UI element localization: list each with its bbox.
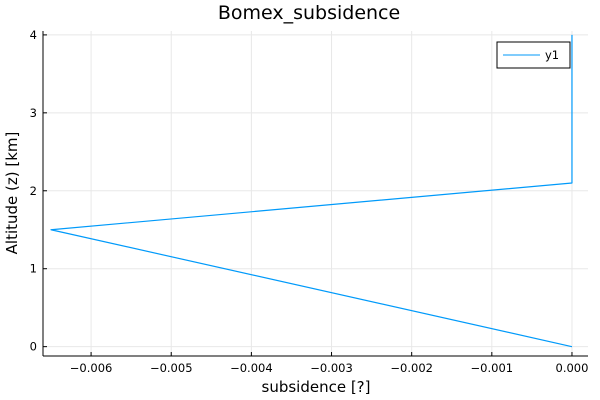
y-tick-label: 1 (30, 262, 37, 276)
y-axis-label: Altitude (z) [km] (3, 132, 21, 255)
grid (43, 31, 588, 356)
x-tick-label: −0.003 (310, 361, 353, 375)
y-tick-label: 0 (30, 340, 37, 354)
x-tick-label: −0.004 (230, 361, 273, 375)
chart-title: Bomex_subsidence (218, 2, 400, 24)
ticks: −0.006 −0.005 −0.004 −0.003 −0.002 −0.001 0.00… (30, 28, 589, 375)
x-tick-label: −0.005 (150, 361, 193, 375)
y-tick-label: 2 (30, 184, 37, 198)
x-tick-label: −0.002 (390, 361, 433, 375)
legend: y1 (496, 41, 571, 69)
x-tick-label: −0.006 (70, 361, 113, 375)
y-tick-label: 4 (30, 28, 37, 42)
series-line-y1 (50, 34, 573, 348)
axes (42, 31, 588, 357)
series (50, 34, 573, 348)
x-axis-label: subsidence [?] (262, 378, 371, 396)
y-tick-label: 3 (30, 106, 37, 120)
legend-entry-label: y1 (545, 48, 559, 62)
x-tick-label: 0.000 (556, 361, 589, 375)
x-tick-label: −0.001 (471, 361, 514, 375)
